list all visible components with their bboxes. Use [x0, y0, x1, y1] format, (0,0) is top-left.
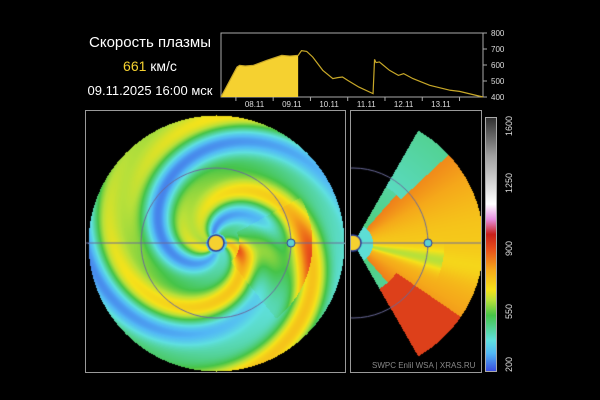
- speed-unit: км/с: [146, 58, 177, 74]
- ecliptic-speed-map: [86, 111, 345, 372]
- y-tick-label: 700: [491, 45, 505, 54]
- meridional-speed-map: [351, 111, 481, 372]
- colorbar-tick: 200: [504, 356, 514, 372]
- page-title: Скорость плазмы: [89, 34, 211, 51]
- colorbar-tick: 1250: [504, 172, 514, 193]
- colorbar-tick: 1600: [504, 115, 514, 136]
- speed-readout: 661 км/с: [70, 58, 230, 74]
- x-tick-label: 11.11: [357, 100, 376, 109]
- ecliptic-plane-panel: [85, 110, 346, 373]
- x-tick-label: 09.11: [282, 100, 302, 109]
- colorbar: [485, 117, 497, 372]
- x-tick-label: 10.11: [319, 100, 339, 109]
- meridional-plane-panel: [350, 110, 482, 373]
- credit-text: SWPC Enlil WSA | XRAS.RU: [372, 361, 476, 370]
- datetime: 09.11.2025 16:00 мск: [87, 83, 213, 98]
- y-tick-label: 800: [491, 29, 505, 38]
- speed-value: 661: [123, 58, 147, 74]
- x-tick-label: 13.11: [431, 100, 451, 109]
- speed-timeseries-chart: 400 500 600 700 800 08.11 09.11 10.11 11.11 12.11…: [220, 29, 505, 109]
- y-tick-label: 400: [491, 93, 505, 102]
- colorbar-tick: 550: [504, 303, 514, 319]
- colorbar-tick: 900: [504, 240, 514, 256]
- x-tick-label: 08.11: [245, 100, 265, 109]
- y-tick-label: 500: [491, 77, 505, 86]
- x-tick-label: 12.11: [394, 100, 414, 109]
- speed-line: [220, 49, 484, 98]
- y-tick-label: 600: [491, 61, 505, 70]
